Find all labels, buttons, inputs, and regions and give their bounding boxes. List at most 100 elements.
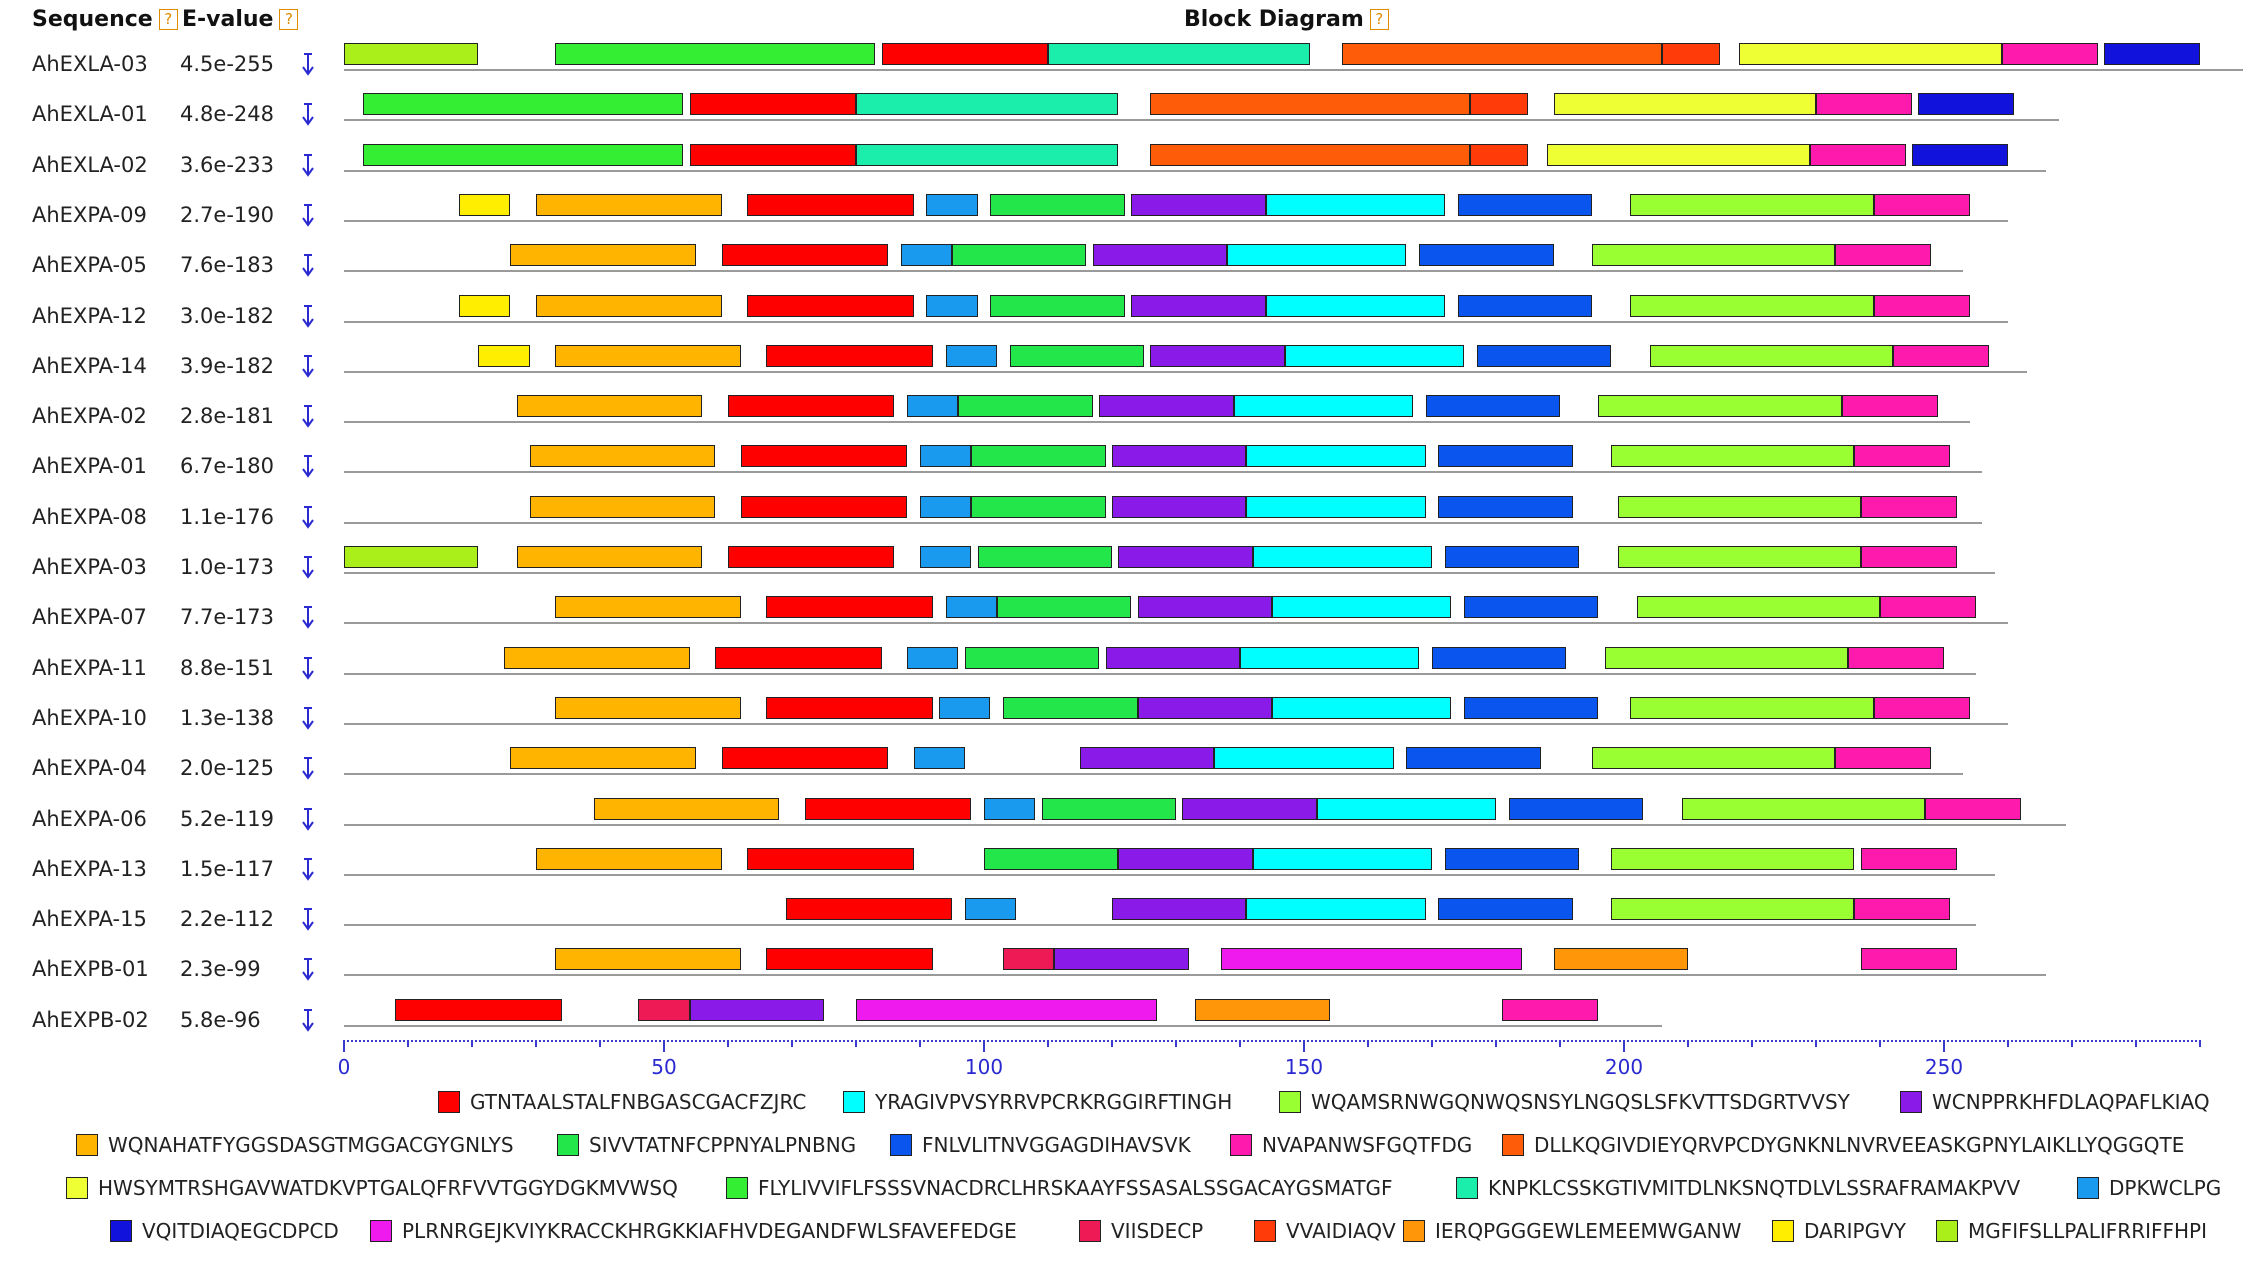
sequence-name[interactable]: AhEXLA-03 bbox=[32, 52, 148, 76]
motif-block-6[interactable] bbox=[958, 395, 1093, 418]
motif-block-4[interactable] bbox=[1092, 244, 1228, 267]
motif-block-6[interactable] bbox=[971, 495, 1106, 518]
motif-block-6[interactable] bbox=[964, 646, 1100, 669]
motif-block-19[interactable] bbox=[459, 193, 511, 216]
motif-block-8[interactable] bbox=[1835, 747, 1932, 770]
motif-block-3[interactable] bbox=[1611, 847, 1855, 870]
motif-block-6[interactable] bbox=[1003, 696, 1138, 719]
motif-block-4[interactable] bbox=[1131, 193, 1266, 216]
motif-block-7[interactable] bbox=[1438, 445, 1573, 468]
download-arrow-icon[interactable] bbox=[301, 304, 315, 330]
motif-block-7[interactable] bbox=[1432, 646, 1567, 669]
sequence-name[interactable]: AhEXPB-02 bbox=[32, 1007, 149, 1032]
motif-block-8[interactable] bbox=[1854, 898, 1951, 921]
download-arrow-icon[interactable] bbox=[301, 756, 315, 782]
motif-block-3[interactable] bbox=[1604, 646, 1848, 669]
motif-block-13[interactable] bbox=[926, 294, 978, 317]
motif-block-14[interactable] bbox=[2104, 43, 2200, 65]
motif-block-17[interactable] bbox=[1470, 143, 1528, 166]
motif-block-3[interactable] bbox=[1611, 898, 1855, 921]
sequence-name[interactable]: AhEXPA-12 bbox=[32, 303, 147, 328]
sequence-name[interactable]: AhEXPA-14 bbox=[32, 353, 147, 378]
motif-block-4[interactable] bbox=[1118, 847, 1253, 870]
motif-block-7[interactable] bbox=[1464, 596, 1599, 619]
motif-block-13[interactable] bbox=[939, 696, 991, 719]
motif-block-1[interactable] bbox=[721, 747, 888, 770]
motif-block-17[interactable] bbox=[1662, 43, 1720, 65]
motif-block-1[interactable] bbox=[689, 93, 856, 116]
motif-block-13[interactable] bbox=[984, 797, 1036, 820]
download-arrow-icon[interactable] bbox=[301, 957, 315, 983]
download-arrow-icon[interactable] bbox=[301, 203, 315, 229]
motif-block-6[interactable] bbox=[990, 193, 1125, 216]
download-arrow-icon[interactable] bbox=[301, 907, 315, 933]
motif-block-2[interactable] bbox=[1246, 495, 1426, 518]
motif-block-16[interactable] bbox=[1003, 948, 1055, 971]
motif-block-3[interactable] bbox=[1681, 797, 1925, 820]
motif-block-5[interactable] bbox=[536, 193, 722, 216]
motif-block-1[interactable] bbox=[881, 43, 1048, 65]
download-arrow-icon[interactable] bbox=[301, 555, 315, 581]
motif-block-13[interactable] bbox=[945, 596, 997, 619]
motif-block-10[interactable] bbox=[1739, 43, 2002, 65]
motif-block-13[interactable] bbox=[907, 646, 959, 669]
motif-block-8[interactable] bbox=[1880, 596, 1976, 619]
motif-block-11[interactable] bbox=[363, 143, 684, 166]
motif-block-20[interactable] bbox=[344, 546, 479, 568]
motif-block-13[interactable] bbox=[913, 747, 965, 770]
sequence-name[interactable]: AhEXPA-06 bbox=[32, 806, 147, 831]
evalue-help-icon[interactable]: ? bbox=[279, 9, 299, 30]
motif-block-12[interactable] bbox=[856, 93, 1119, 116]
download-arrow-icon[interactable] bbox=[301, 102, 315, 128]
motif-block-9[interactable] bbox=[1150, 93, 1471, 116]
motif-block-5[interactable] bbox=[536, 294, 722, 317]
motif-block-12[interactable] bbox=[856, 143, 1119, 166]
motif-block-2[interactable] bbox=[1214, 747, 1394, 770]
motif-block-4[interactable] bbox=[689, 998, 824, 1021]
motif-block-1[interactable] bbox=[766, 344, 933, 367]
motif-block-6[interactable] bbox=[1009, 344, 1144, 367]
motif-block-5[interactable] bbox=[536, 847, 722, 870]
sequence-help-icon[interactable]: ? bbox=[158, 9, 178, 30]
motif-block-4[interactable] bbox=[1105, 646, 1240, 669]
download-arrow-icon[interactable] bbox=[301, 253, 315, 279]
motif-block-7[interactable] bbox=[1406, 747, 1541, 770]
motif-block-15[interactable] bbox=[1220, 948, 1522, 971]
download-arrow-icon[interactable] bbox=[301, 1008, 315, 1034]
motif-block-3[interactable] bbox=[1617, 495, 1861, 518]
motif-block-6[interactable] bbox=[977, 546, 1112, 568]
motif-block-7[interactable] bbox=[1438, 495, 1573, 518]
motif-block-4[interactable] bbox=[1150, 344, 1285, 367]
sequence-name[interactable]: AhEXPA-02 bbox=[32, 404, 147, 429]
motif-block-5[interactable] bbox=[510, 747, 696, 770]
motif-block-9[interactable] bbox=[1150, 143, 1471, 166]
motif-block-7[interactable] bbox=[1425, 395, 1560, 418]
motif-block-3[interactable] bbox=[1598, 395, 1842, 418]
motif-block-13[interactable] bbox=[907, 395, 959, 418]
motif-block-4[interactable] bbox=[1131, 294, 1266, 317]
motif-block-8[interactable] bbox=[1860, 948, 1957, 971]
motif-block-3[interactable] bbox=[1636, 596, 1880, 619]
motif-block-3[interactable] bbox=[1592, 244, 1836, 267]
download-arrow-icon[interactable] bbox=[301, 454, 315, 480]
motif-block-2[interactable] bbox=[1246, 898, 1426, 921]
motif-block-6[interactable] bbox=[996, 596, 1132, 619]
motif-block-10[interactable] bbox=[1553, 93, 1816, 116]
motif-block-8[interactable] bbox=[1848, 646, 1944, 669]
motif-block-16[interactable] bbox=[638, 998, 690, 1021]
motif-block-2[interactable] bbox=[1265, 294, 1445, 317]
motif-block-4[interactable] bbox=[1118, 546, 1253, 568]
motif-block-13[interactable] bbox=[900, 244, 952, 267]
motif-block-8[interactable] bbox=[1816, 93, 1912, 116]
motif-block-5[interactable] bbox=[504, 646, 690, 669]
download-arrow-icon[interactable] bbox=[301, 404, 315, 430]
motif-block-7[interactable] bbox=[1508, 797, 1644, 820]
motif-block-14[interactable] bbox=[1912, 143, 2008, 166]
motif-block-7[interactable] bbox=[1419, 244, 1554, 267]
sequence-name[interactable]: AhEXLA-01 bbox=[32, 102, 148, 127]
motif-block-3[interactable] bbox=[1630, 294, 1874, 317]
motif-block-8[interactable] bbox=[1873, 696, 1970, 719]
motif-block-5[interactable] bbox=[516, 395, 703, 418]
sequence-name[interactable]: AhEXPA-10 bbox=[32, 705, 147, 730]
motif-block-5[interactable] bbox=[555, 948, 741, 971]
